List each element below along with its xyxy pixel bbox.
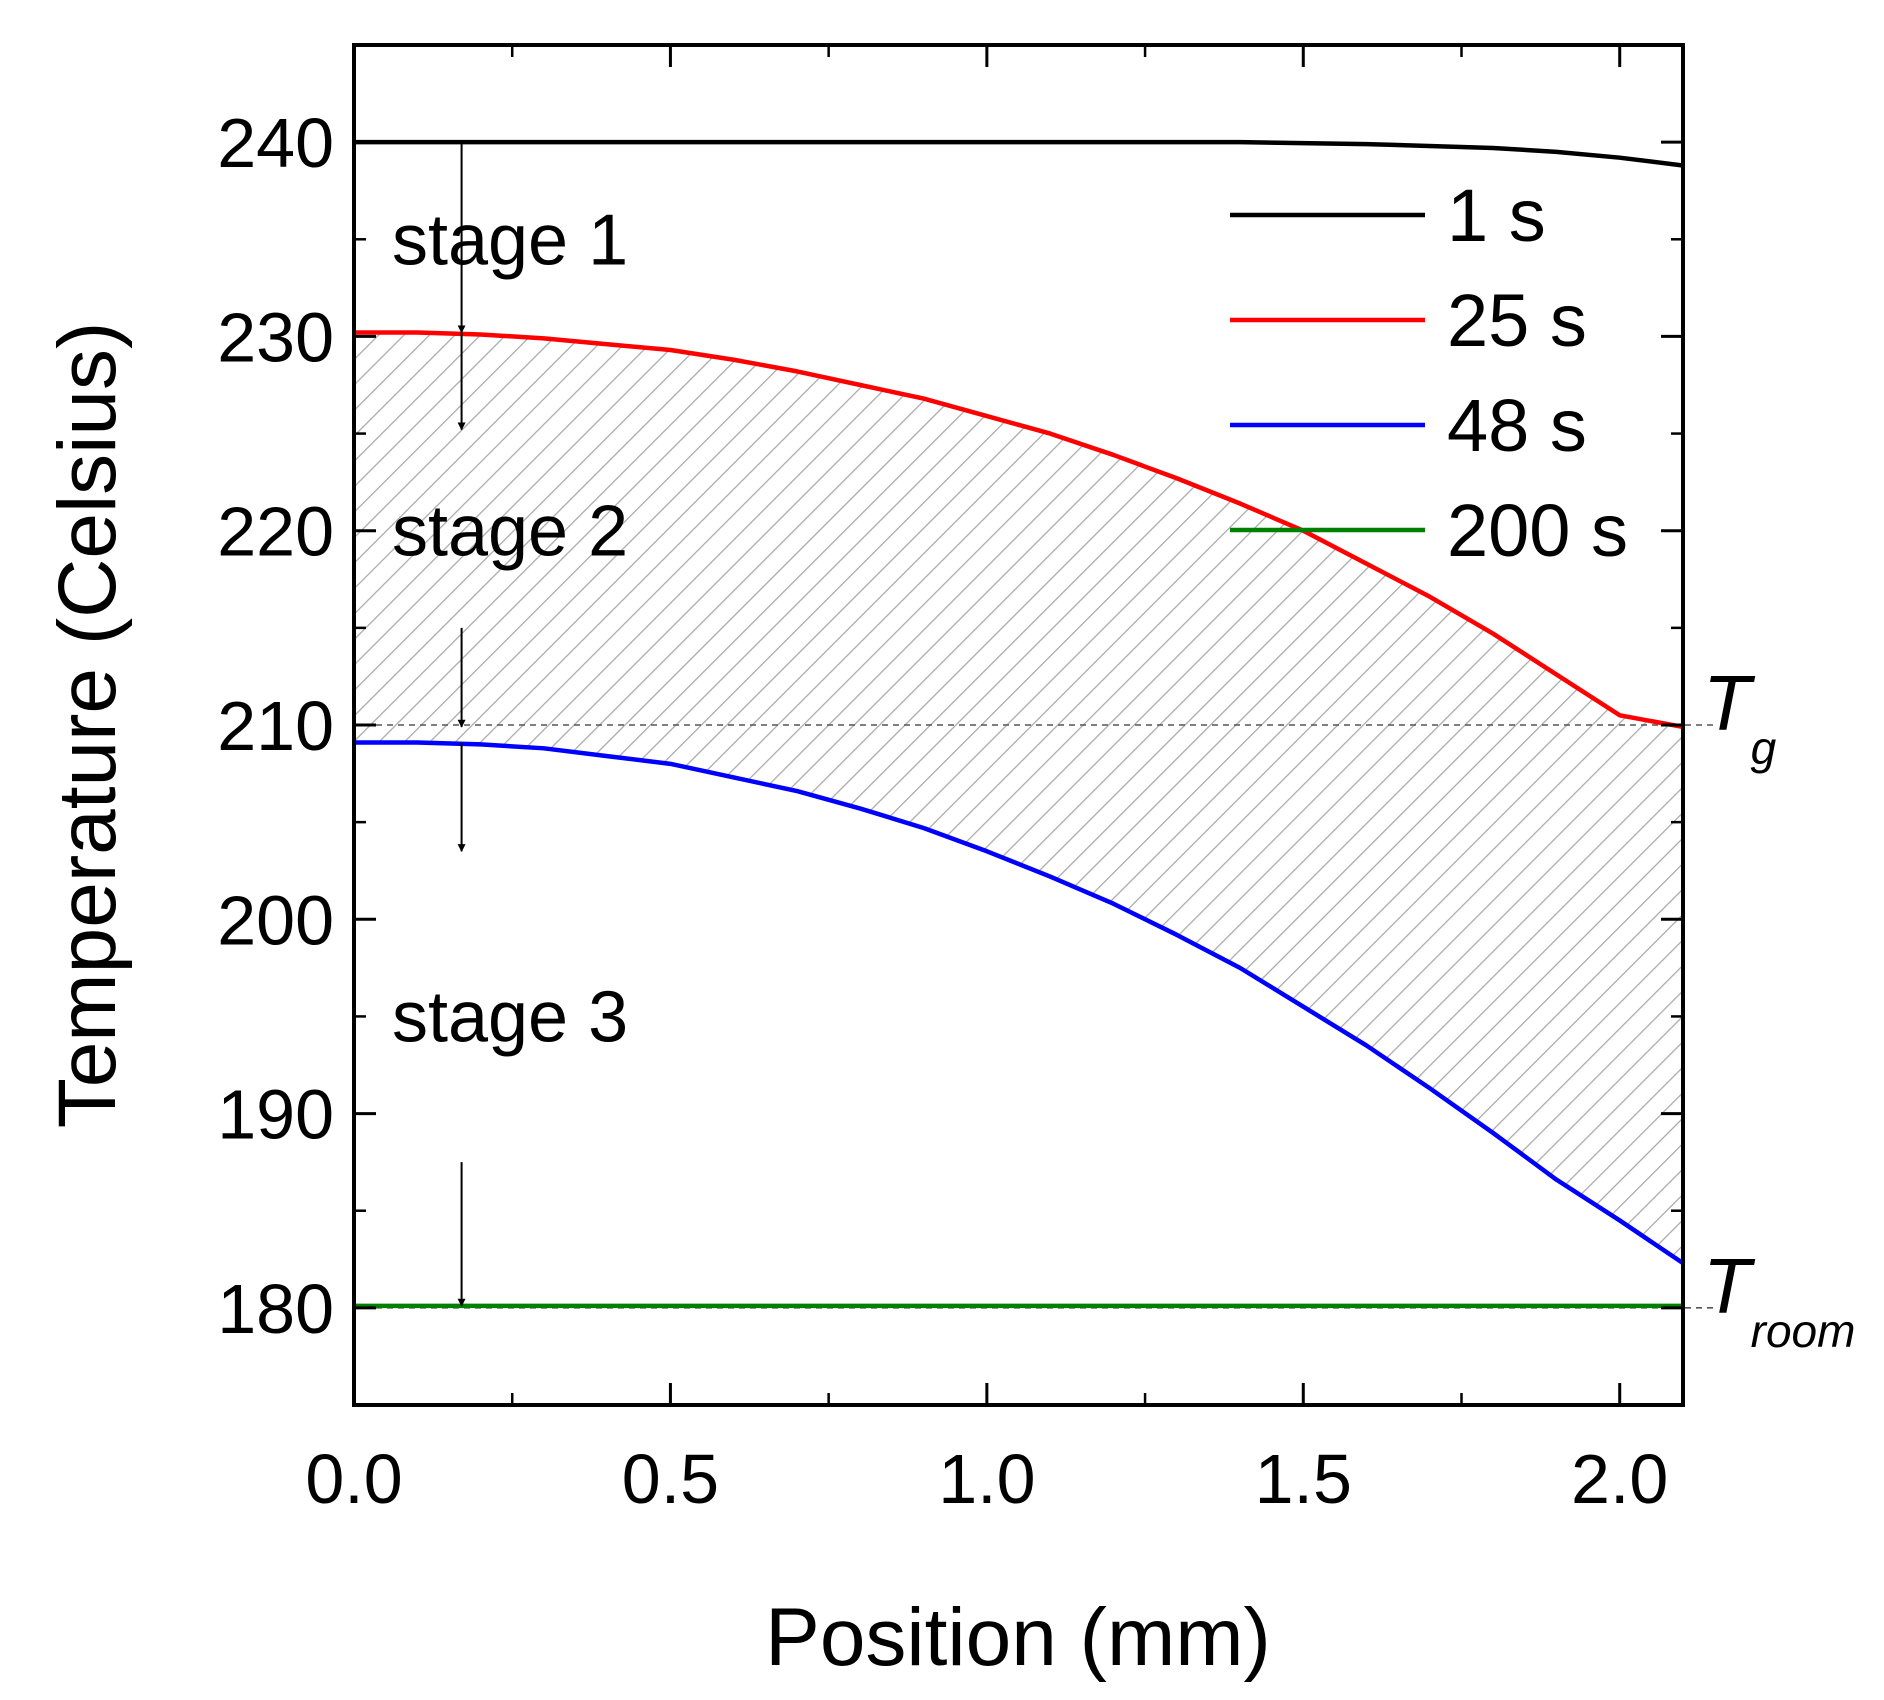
ticks-layer: 0.0 0.5 1.0 1.5 2.0 180 190 200 210 220 230 240	[217, 43, 1683, 1518]
x-tick-label: 2.0	[1571, 1440, 1668, 1518]
legend-label-48-s: 48 s	[1447, 384, 1587, 467]
annotation-stage-2: stage 2	[392, 492, 628, 572]
annotation-stage-3: stage 3	[392, 977, 628, 1057]
x-tick-label: 0.5	[622, 1440, 719, 1518]
legend-label-25-s: 25 s	[1447, 279, 1587, 362]
annotation-stage-1: stage 1	[392, 200, 628, 280]
series-layer	[354, 139, 1683, 1309]
hatched-region-layer	[354, 332, 1683, 1264]
y-tick-label: 180	[217, 1270, 334, 1348]
x-axis-title: Position (mm)	[765, 1592, 1271, 1683]
x-tick-label: 0.0	[305, 1440, 402, 1518]
y-tick-label: 200	[217, 881, 334, 959]
y-tick-label: 210	[217, 687, 334, 765]
y-tick-label: 190	[217, 1076, 334, 1154]
series-line-48-s	[354, 740, 1683, 1266]
y-axis-title: Temperature (Celsius)	[42, 322, 133, 1129]
y-tick-label: 220	[217, 493, 334, 571]
reference-lines-layer: Tg Troom	[354, 659, 1855, 1357]
reference-label-t-room: Troom	[1703, 1242, 1855, 1357]
hatched-region	[354, 332, 1683, 1264]
x-tick-label: 1.0	[938, 1440, 1035, 1518]
legend: 1 s 25 s 48 s 200 s	[1230, 174, 1628, 572]
series-line-1-s	[354, 139, 1683, 168]
y-tick-label: 230	[217, 298, 334, 376]
series-line-25-s	[354, 330, 1683, 730]
legend-label-200-s: 200 s	[1447, 489, 1628, 572]
legend-label-1-s: 1 s	[1447, 174, 1546, 257]
stage-annotations: stage 1 stage 2 stage 3	[392, 200, 628, 1057]
x-tick-label: 1.5	[1255, 1440, 1352, 1518]
y-tick-label: 240	[217, 104, 334, 182]
reference-label-t-g: Tg	[1703, 659, 1777, 774]
